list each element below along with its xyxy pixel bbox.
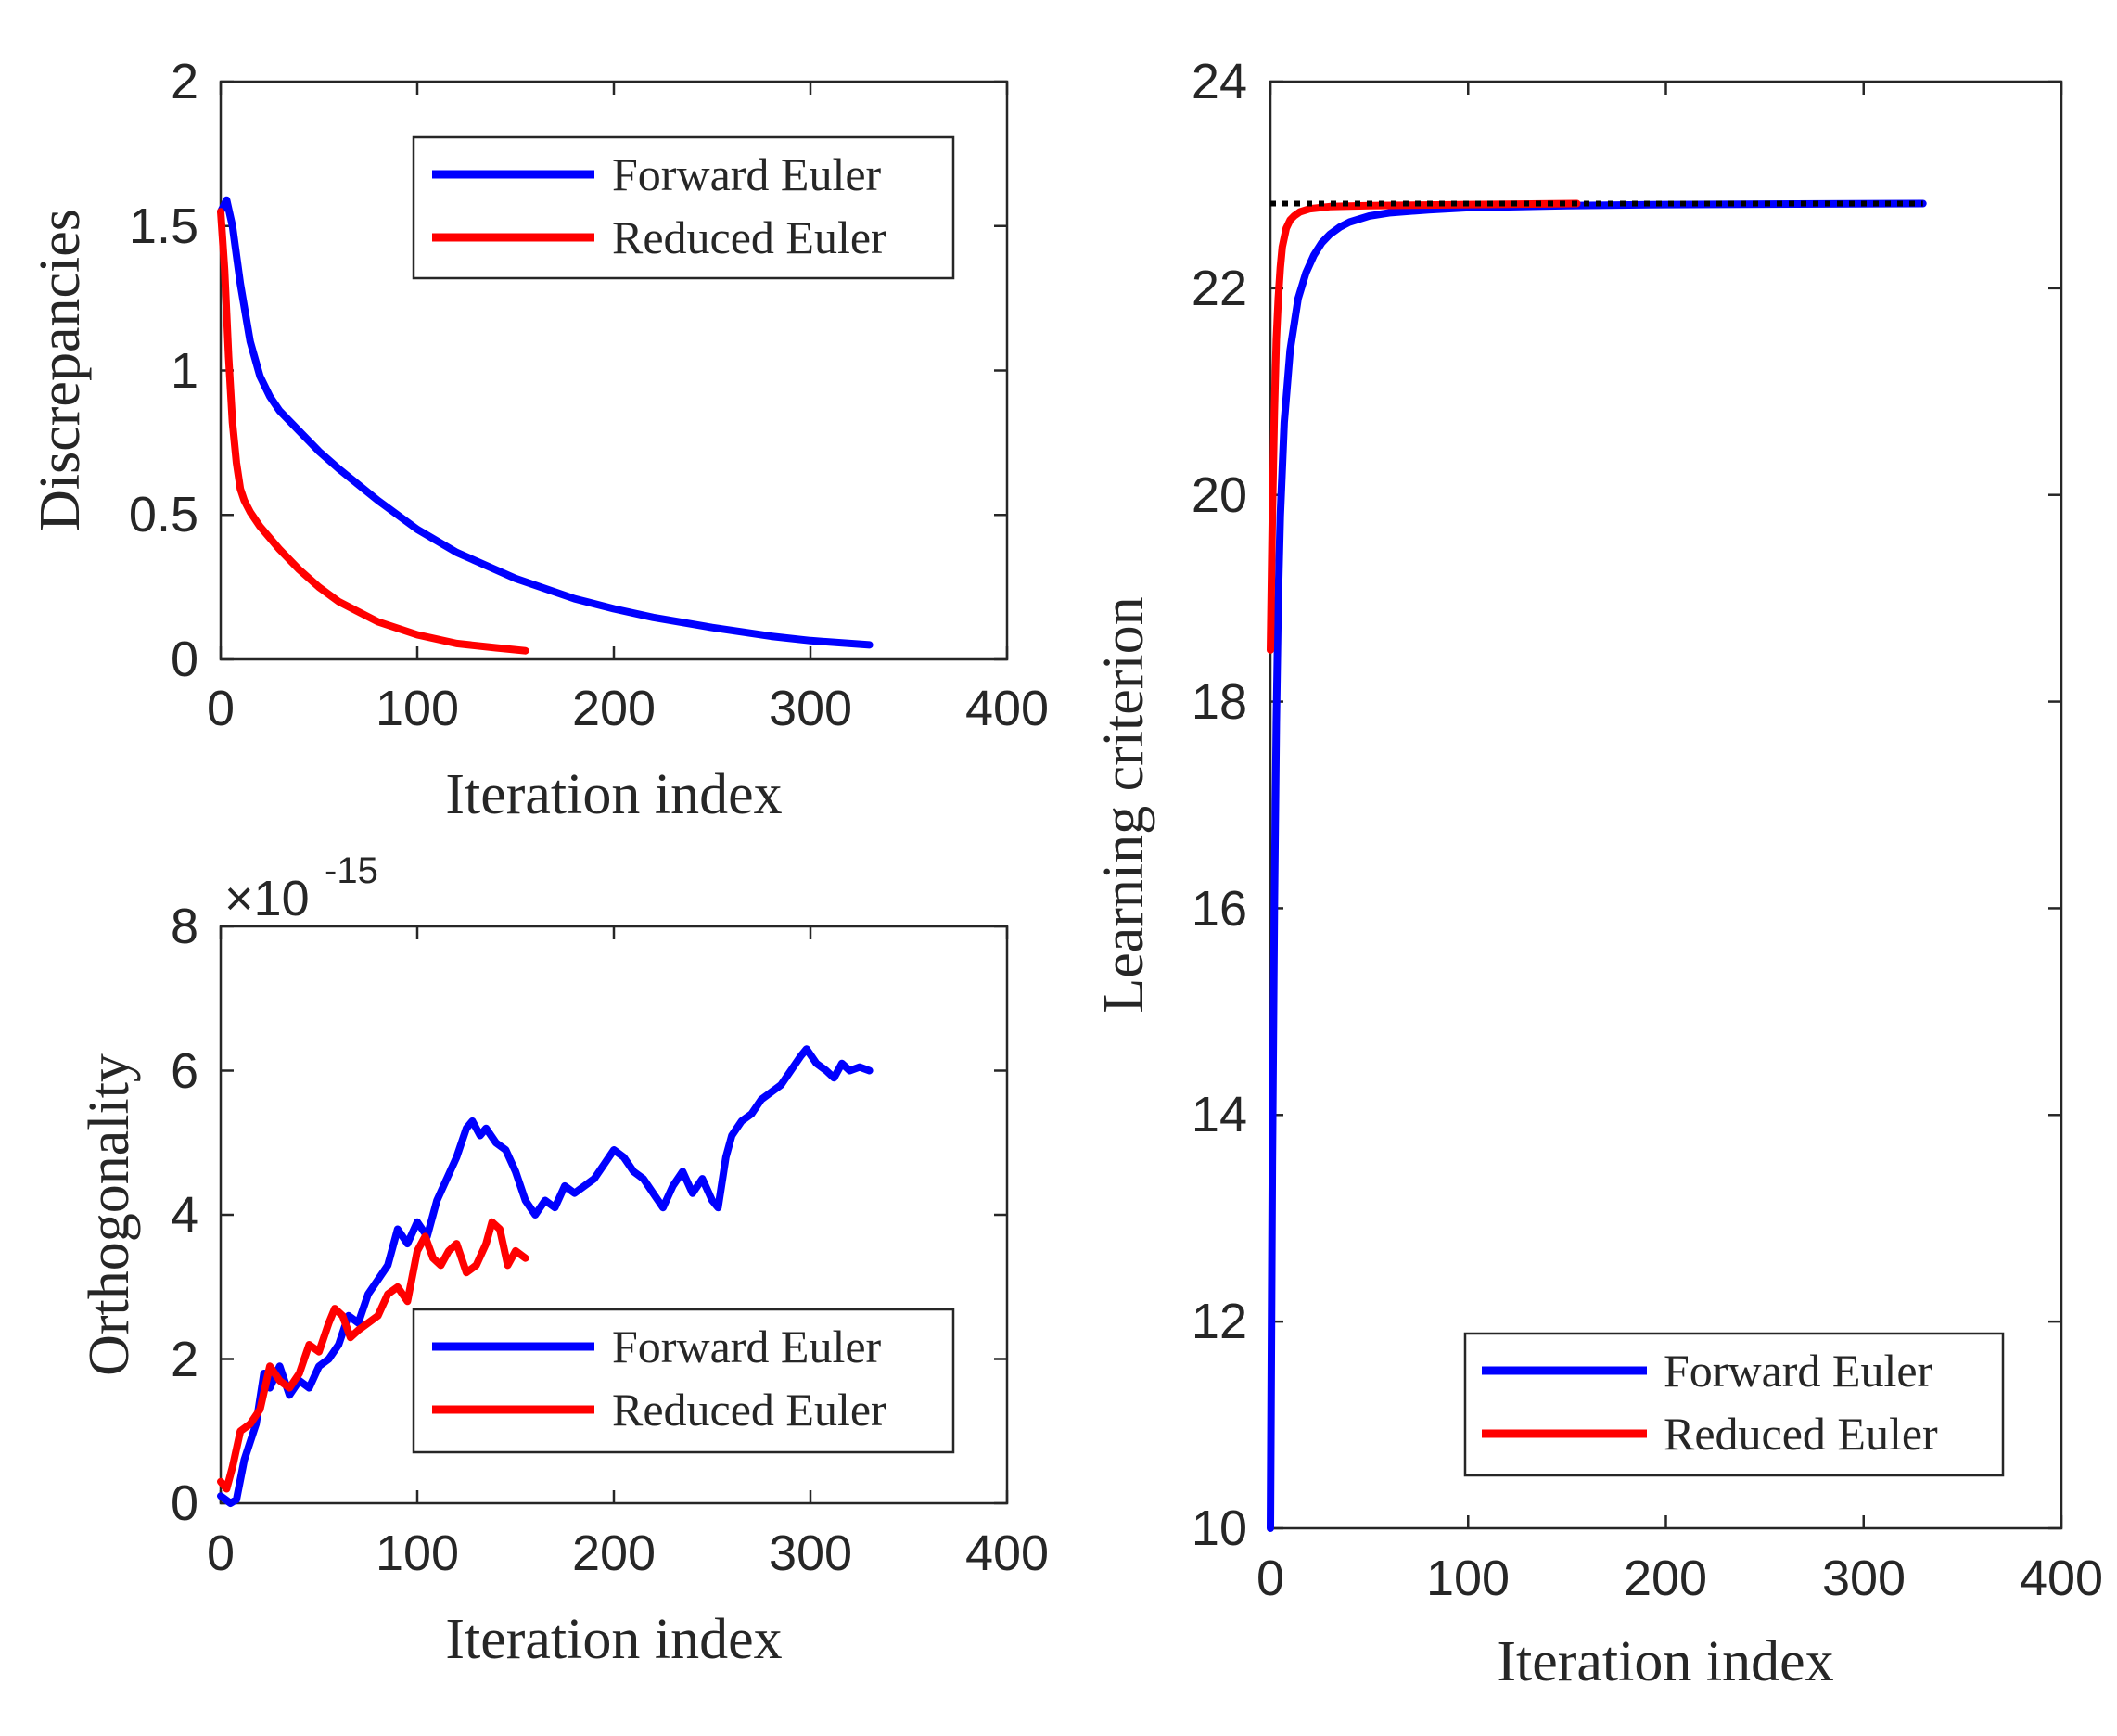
series-line-reduced-euler xyxy=(217,1218,529,1493)
legend-box xyxy=(412,135,955,280)
learning-criterion-xtick-label: 100 xyxy=(1426,1551,1510,1606)
learning-criterion-xtick-label: 400 xyxy=(2020,1551,2103,1606)
legend-box xyxy=(412,1308,955,1454)
learning-criterion-xtick-label: 0 xyxy=(1256,1551,1284,1606)
discrepancies-ytick-label: 2 xyxy=(171,54,198,109)
series-line-forward-euler xyxy=(217,196,874,649)
discrepancies-legend: Forward Euler Reduced Euler xyxy=(412,135,955,280)
legend-entry-reduced-euler: Reduced Euler xyxy=(612,1384,886,1436)
orthogonality-xtick-label: 400 xyxy=(965,1525,1049,1581)
orthogonality-xlabel: Iteration index xyxy=(445,1608,782,1671)
orthogonality-xtick-label: 0 xyxy=(207,1525,235,1581)
learning-criterion-ylabel: Learning criterion xyxy=(1092,596,1155,1013)
orthogonality-series-lines xyxy=(217,1045,874,1507)
learning-criterion-ytick-label: 12 xyxy=(1192,1294,1247,1349)
learning-criterion-ytick-label: 14 xyxy=(1192,1087,1247,1142)
discrepancies-series-lines xyxy=(217,196,874,655)
learning-criterion-ytick-label: 16 xyxy=(1192,881,1247,937)
discrepancies-xtick-label: 0 xyxy=(207,681,235,736)
discrepancies-ytick-label: 0.5 xyxy=(129,487,198,542)
series-line-reduced-euler xyxy=(1267,199,1581,654)
orthogonality-ytick-label: 4 xyxy=(171,1187,198,1243)
discrepancies-xtick-label: 400 xyxy=(965,681,1049,736)
learning-criterion-panel: 10 12 14 16 18 20 22 24 0 100 200 300 40… xyxy=(1092,54,2103,1693)
legend-entry-forward-euler: Forward Euler xyxy=(612,1321,882,1372)
orthogonality-ytick-label: 6 xyxy=(171,1043,198,1099)
discrepancies-panel: 0 0.5 1 1.5 2 0 100 200 300 400 Iteratio… xyxy=(29,54,1049,826)
discrepancies-tick-marks xyxy=(219,80,1009,661)
orthogonality-xtick-label: 200 xyxy=(572,1525,656,1581)
learning-criterion-tick-marks xyxy=(1269,80,2063,1530)
learning-criterion-ytick-label: 24 xyxy=(1192,54,1247,109)
discrepancies-ytick-label: 1 xyxy=(171,343,198,399)
orthogonality-panel: 0 2 4 6 8 0 100 200 300 400 ×10 -15 Iter… xyxy=(78,850,1049,1671)
learning-criterion-ytick-label: 20 xyxy=(1192,467,1247,523)
discrepancies-xlabel: Iteration index xyxy=(445,763,782,826)
orthogonality-xtick-label: 300 xyxy=(769,1525,852,1581)
orthogonality-ytick-label: 8 xyxy=(171,899,198,954)
legend-box xyxy=(1463,1332,2005,1477)
series-line-reduced-euler xyxy=(217,208,529,655)
learning-criterion-ytick-label: 10 xyxy=(1192,1500,1247,1556)
discrepancies-xtick-label: 300 xyxy=(769,681,852,736)
learning-criterion-series-lines xyxy=(1267,199,1927,1532)
legend-entry-forward-euler: Forward Euler xyxy=(1664,1345,1933,1397)
discrepancies-ylabel: Discrepancies xyxy=(29,209,92,531)
orthogonality-ylabel: Orthogonality xyxy=(78,1053,141,1376)
legend-entry-reduced-euler: Reduced Euler xyxy=(612,211,886,263)
learning-criterion-xlabel: Iteration index xyxy=(1497,1630,1833,1693)
discrepancies-xtick-label: 200 xyxy=(572,681,656,736)
legend-entry-reduced-euler: Reduced Euler xyxy=(1664,1408,1938,1460)
series-line-forward-euler xyxy=(1267,199,1927,1532)
orthogonality-ytick-label: 2 xyxy=(171,1332,198,1387)
discrepancies-ytick-label: 0 xyxy=(171,632,198,687)
legend-entry-forward-euler: Forward Euler xyxy=(612,148,882,200)
learning-criterion-legend: Forward Euler Reduced Euler xyxy=(1463,1332,2005,1477)
discrepancies-ytick-label: 1.5 xyxy=(129,198,198,254)
series-line-forward-euler xyxy=(217,1045,874,1507)
orthogonality-ytick-label: 0 xyxy=(171,1475,198,1531)
learning-criterion-xtick-label: 200 xyxy=(1624,1551,1707,1606)
orthogonality-legend: Forward Euler Reduced Euler xyxy=(412,1308,955,1454)
orthogonality-exponent: -15 xyxy=(325,850,378,891)
learning-criterion-axes-box xyxy=(1269,80,2063,1530)
learning-criterion-ytick-label: 18 xyxy=(1192,674,1247,730)
learning-criterion-xtick-label: 300 xyxy=(1822,1551,1906,1606)
learning-criterion-ytick-label: 22 xyxy=(1192,261,1247,316)
orthogonality-exponent-base: ×10 xyxy=(224,871,310,926)
orthogonality-xtick-label: 100 xyxy=(376,1525,459,1581)
discrepancies-xtick-label: 100 xyxy=(376,681,459,736)
